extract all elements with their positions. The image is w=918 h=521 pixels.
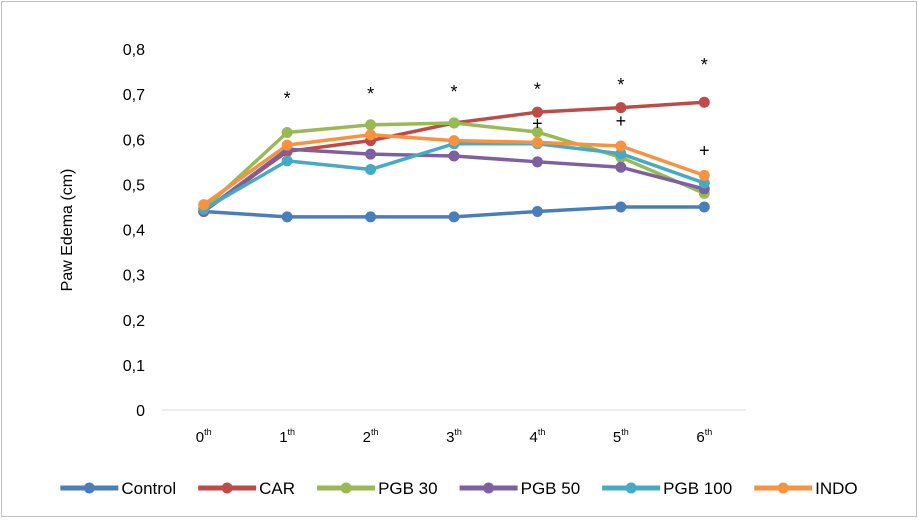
data-point-indo: [531, 136, 543, 148]
legend-item-car: CAR: [198, 479, 295, 498]
annotation-marker: +: [532, 113, 543, 133]
data-point-control: [365, 211, 377, 223]
legend: Control CAR PGB 30 PGB 50 PGB 100 INDO: [60, 479, 858, 498]
y-tick-label: 0,6: [123, 132, 145, 149]
data-point-indo: [365, 129, 377, 141]
data-point-pgb-100: [698, 177, 710, 189]
data-point-pgb-100: [281, 155, 293, 167]
y-tick-labels: 0 0,1 0,2 0,3 0,4 0,5 0,6 0,7 0,8: [123, 42, 145, 420]
legend-marker: [625, 482, 637, 494]
data-point-car: [615, 102, 627, 114]
legend-label: INDO: [815, 479, 858, 498]
data-point-indo: [698, 169, 710, 181]
annotation-marker: *: [450, 82, 457, 102]
data-point-pgb-100: [365, 163, 377, 175]
y-tick-label: 0,7: [123, 87, 145, 104]
annotation-marker: *: [617, 75, 624, 95]
legend-marker: [483, 482, 495, 494]
legend-marker: [777, 482, 789, 494]
annotation-marker: +: [699, 141, 710, 161]
legend-label: PGB 50: [521, 479, 581, 498]
data-point-indo: [615, 140, 627, 152]
data-point-pgb-30: [448, 117, 460, 129]
data-point-indo: [448, 135, 460, 147]
x-tick-label: 3th: [446, 427, 462, 446]
x-tick-label: 4th: [529, 427, 545, 446]
data-point-car: [698, 96, 710, 108]
x-tick-label: 2th: [363, 427, 379, 446]
legend-item-pgb-100: PGB 100: [602, 479, 732, 498]
x-tick-label: 0th: [196, 427, 212, 446]
annotation-marker: *: [534, 80, 541, 100]
y-tick-label: 0,8: [123, 42, 145, 59]
y-tick-label: 0,2: [123, 313, 145, 330]
legend-marker: [83, 482, 95, 494]
annotation-marker: *: [367, 84, 374, 104]
legend-marker: [221, 482, 233, 494]
x-tick-labels: 0th 1th 2th 3th 4th 5th 6th: [196, 427, 712, 446]
series-control: [198, 201, 710, 223]
legend-label: PGB 30: [378, 479, 438, 498]
legend-label: PGB 100: [663, 479, 732, 498]
annotation-marker: *: [701, 55, 708, 75]
data-point-control: [698, 201, 710, 213]
data-point-pgb-100: [615, 148, 627, 160]
y-tick-label: 0: [136, 403, 145, 420]
y-tick-label: 0,4: [123, 223, 145, 240]
annotation-marker: +: [616, 111, 627, 131]
y-tick-label: 0,3: [123, 268, 145, 285]
series-indo: [198, 129, 710, 211]
data-point-indo: [198, 199, 210, 211]
legend-item-pgb-50: PGB 50: [459, 479, 581, 498]
legend-label: Control: [121, 479, 176, 498]
legend-label: CAR: [259, 479, 295, 498]
y-axis-label: Paw Edema (cm): [59, 169, 76, 292]
data-point-pgb-50: [365, 148, 377, 160]
data-point-indo: [281, 139, 293, 151]
data-point-pgb-50: [448, 150, 460, 162]
legend-marker: [340, 482, 352, 494]
legend-item-indo: INDO: [754, 479, 858, 498]
legend-item-pgb-30: PGB 30: [317, 479, 438, 498]
data-point-pgb-30: [531, 126, 543, 138]
legend-item-control: Control: [60, 479, 176, 498]
data-point-control: [281, 211, 293, 223]
annotation-marker: *: [284, 89, 291, 109]
y-tick-label: 0,5: [123, 177, 145, 194]
data-point-pgb-30: [365, 119, 377, 131]
y-tick-label: 0,1: [123, 358, 145, 375]
x-tick-label: 1th: [279, 427, 295, 446]
data-point-pgb-50: [615, 161, 627, 173]
data-point-pgb-30: [281, 126, 293, 138]
significance-markers: * * * * * * + + +: [284, 55, 710, 161]
data-point-car: [531, 106, 543, 118]
data-point-control: [531, 205, 543, 217]
data-point-pgb-50: [531, 156, 543, 168]
data-point-control: [615, 201, 627, 213]
x-tick-label: 5th: [613, 427, 629, 446]
series-group: [198, 96, 710, 223]
data-point-control: [448, 211, 460, 223]
x-tick-label: 6th: [696, 427, 712, 446]
